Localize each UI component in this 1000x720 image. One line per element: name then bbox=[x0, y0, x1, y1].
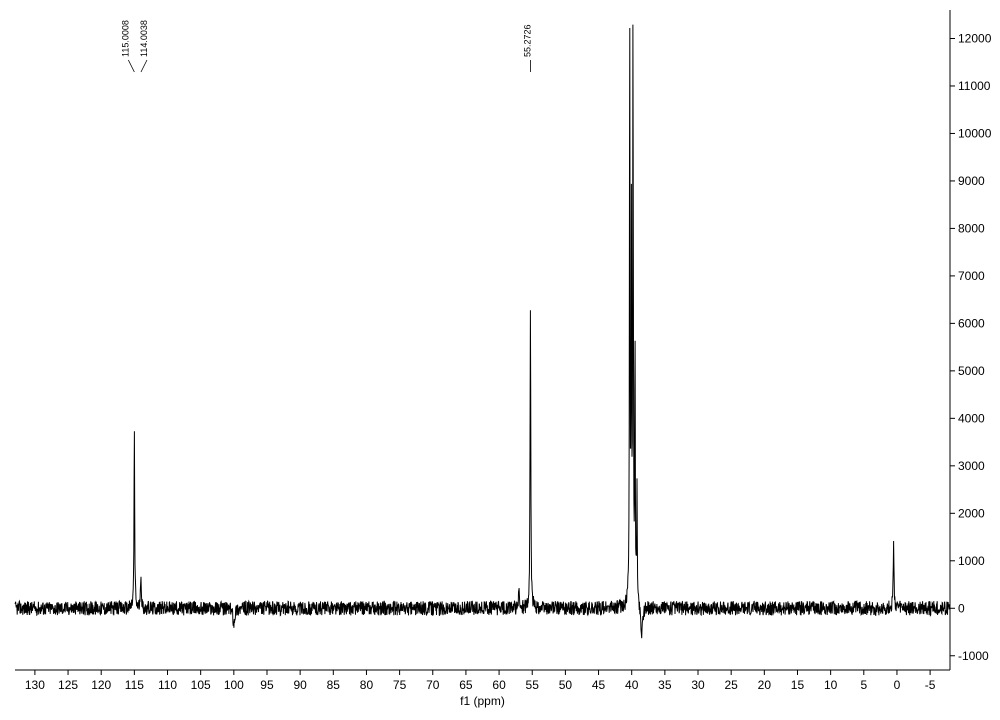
x-tick-label: 125 bbox=[58, 678, 78, 692]
x-tick-label: 25 bbox=[724, 678, 738, 692]
y-tick-label: 1000 bbox=[958, 554, 985, 568]
x-tick-label: 5 bbox=[860, 678, 867, 692]
x-tick-label: 70 bbox=[426, 678, 440, 692]
y-tick-label: 6000 bbox=[958, 316, 985, 330]
x-axis-label: f1 (ppm) bbox=[460, 694, 505, 708]
x-tick-label: 10 bbox=[824, 678, 838, 692]
y-tick-label: 11000 bbox=[958, 79, 991, 93]
x-tick-label: 0 bbox=[894, 678, 901, 692]
x-tick-label: 75 bbox=[393, 678, 407, 692]
y-tick-label: 9000 bbox=[958, 174, 985, 188]
x-tick-label: 55 bbox=[526, 678, 540, 692]
x-tick-label: 105 bbox=[191, 678, 211, 692]
y-tick-label: 10000 bbox=[958, 126, 992, 140]
y-tick-label: 4000 bbox=[958, 411, 985, 425]
x-tick-label: 90 bbox=[293, 678, 307, 692]
y-tick-label: 7000 bbox=[958, 269, 985, 283]
y-tick-label: 3000 bbox=[958, 459, 985, 473]
x-tick-label: 40 bbox=[625, 678, 639, 692]
x-tick-label: 115 bbox=[125, 678, 144, 692]
x-tick-label: 50 bbox=[559, 678, 573, 692]
x-tick-label: 130 bbox=[25, 678, 45, 692]
x-tick-label: 80 bbox=[360, 678, 374, 692]
x-tick-label: 35 bbox=[658, 678, 672, 692]
y-tick-label: 12000 bbox=[958, 31, 992, 45]
x-tick-label: 85 bbox=[327, 678, 341, 692]
y-tick-label: 8000 bbox=[958, 221, 985, 235]
y-tick-label: 2000 bbox=[958, 506, 985, 520]
y-tick-label: 0 bbox=[958, 601, 965, 615]
y-tick-label: -1000 bbox=[958, 649, 989, 663]
x-tick-label: 100 bbox=[224, 678, 244, 692]
peak-label: 55.2726 bbox=[522, 24, 532, 57]
peak-label: 114.0038 bbox=[139, 20, 149, 57]
x-tick-label: 60 bbox=[492, 678, 506, 692]
x-tick-label: 15 bbox=[791, 678, 805, 692]
x-tick-label: -5 bbox=[925, 678, 936, 692]
peak-label: 115.0008 bbox=[120, 20, 130, 57]
x-tick-label: 45 bbox=[592, 678, 606, 692]
x-tick-label: 30 bbox=[691, 678, 705, 692]
x-tick-label: 110 bbox=[158, 678, 177, 692]
y-tick-label: 5000 bbox=[958, 364, 985, 378]
x-tick-label: 20 bbox=[758, 678, 772, 692]
x-tick-label: 65 bbox=[459, 678, 473, 692]
x-tick-label: 120 bbox=[91, 678, 111, 692]
x-tick-label: 95 bbox=[260, 678, 274, 692]
nmr-spectrum-chart: 1301251201151101051009590858075706560555… bbox=[0, 0, 1000, 720]
